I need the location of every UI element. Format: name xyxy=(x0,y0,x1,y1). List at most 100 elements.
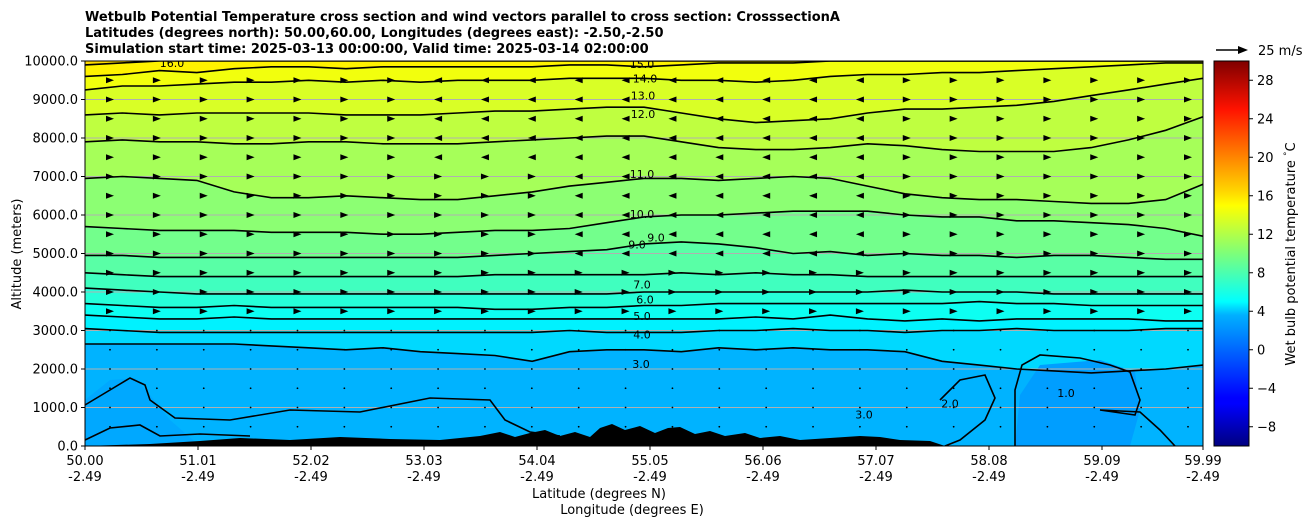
wind-vector xyxy=(484,406,486,409)
colorbar-tick-label: 4 xyxy=(1257,305,1265,320)
wind-vector xyxy=(577,406,580,409)
wind-vector xyxy=(1093,368,1096,370)
x-tick-label-lat: 58.08 xyxy=(970,454,1007,469)
wind-vector xyxy=(106,135,114,141)
wind-vector xyxy=(246,96,255,103)
wind-vector xyxy=(996,269,1005,276)
wind-vector xyxy=(809,154,818,161)
wind-vector xyxy=(902,115,911,122)
wind-vector xyxy=(527,212,536,218)
wind-vector xyxy=(246,173,255,180)
wind-vector xyxy=(996,250,1005,257)
wind-vector xyxy=(199,173,208,180)
wind-vector xyxy=(199,115,208,122)
wind-vector xyxy=(902,269,911,276)
wind-vector xyxy=(668,308,677,315)
wind-vector xyxy=(293,212,302,218)
wind-vector xyxy=(621,192,630,199)
wind-vector xyxy=(480,173,489,180)
wind-vector xyxy=(624,329,627,332)
wind-vector xyxy=(715,135,724,141)
wind-vector xyxy=(340,173,349,180)
colorbar-tick-label: 0 xyxy=(1257,343,1265,358)
wind-vector xyxy=(859,368,861,370)
x-tick-label-lon: -2.49 xyxy=(181,470,215,485)
wind-vector xyxy=(296,425,299,428)
y-axis: 0.0 1000.0 2000.0 3000.0 4000.0 5000.0 6000.0 7… xyxy=(24,55,85,455)
wind-vector xyxy=(1137,250,1146,257)
wind-vector xyxy=(1137,173,1146,180)
wind-vector xyxy=(1046,368,1049,370)
contour-line xyxy=(1014,354,1176,446)
contour-label: 1.0 xyxy=(1057,387,1075,400)
wind-vector xyxy=(671,425,674,428)
wind-vector xyxy=(855,212,864,218)
wind-vector xyxy=(902,154,911,161)
wind-vector xyxy=(1043,135,1052,141)
wind-vector xyxy=(855,135,864,141)
wind-vector xyxy=(340,250,349,257)
y-tick-label: 3000.0 xyxy=(33,324,79,339)
wind-vector xyxy=(390,406,393,409)
wind-vector xyxy=(199,192,208,199)
y-tick-label: 8000.0 xyxy=(33,132,79,147)
terrain-silhouette xyxy=(85,424,945,446)
wind-vector xyxy=(1090,115,1099,122)
contour-label: 3.0 xyxy=(632,358,650,371)
x-tick-label-lon: -2.49 xyxy=(972,470,1006,485)
wind-vector xyxy=(1043,231,1052,238)
wind-vector xyxy=(809,231,818,238)
wind-vector xyxy=(574,308,583,315)
wind-vector xyxy=(434,135,443,141)
wind-vector xyxy=(152,154,161,161)
wind-vector xyxy=(718,387,721,390)
wind-vector xyxy=(152,135,161,141)
colorbar-tick-label: 28 xyxy=(1257,74,1274,89)
wind-vector xyxy=(1090,135,1099,141)
wind-vector xyxy=(530,368,533,370)
wind-vector xyxy=(902,77,911,84)
contour-label: 16.0 xyxy=(160,57,185,70)
wind-vector xyxy=(1137,212,1146,218)
filled-band xyxy=(85,272,1203,294)
wind-vector xyxy=(624,368,627,370)
wind-vector xyxy=(434,192,443,199)
wind-vector xyxy=(480,135,489,141)
wind-vector xyxy=(1043,308,1052,315)
filled-band xyxy=(85,116,1203,204)
wind-vector xyxy=(530,329,533,332)
wind-vector xyxy=(109,368,111,370)
x-tick-label-lon: -2.49 xyxy=(859,470,893,485)
wind-vector xyxy=(1043,77,1052,84)
wind-vector xyxy=(668,135,677,141)
wind-vector xyxy=(949,77,958,84)
y-tick-label: 9000.0 xyxy=(33,93,79,108)
plot-area: 15.014.0 13.0 12.0 11.0 10.0 9.09.0 7.06.0 5.0 4… xyxy=(85,57,1203,446)
wind-vector xyxy=(902,135,911,141)
x-tick-label-lon: -2.49 xyxy=(746,470,780,485)
wind-vector xyxy=(484,368,486,370)
wind-vector xyxy=(902,308,911,315)
wind-vector xyxy=(1093,348,1096,351)
x-axis-label-latitude: Latitude (degrees N) xyxy=(532,487,666,502)
wind-vector xyxy=(527,231,536,238)
wind-vector xyxy=(1187,348,1189,351)
wind-vector xyxy=(152,231,161,238)
colorbar-tick-label: 16 xyxy=(1257,189,1274,204)
wind-vector xyxy=(1137,231,1146,238)
wind-vector xyxy=(1043,192,1052,199)
wind-vector xyxy=(671,368,674,370)
colorbar: 28 24 20 16 12 8 4 0 −4 −8 Wet bulb potential tem… xyxy=(1213,60,1299,447)
wind-vector xyxy=(1046,406,1049,409)
wind-vector xyxy=(905,387,908,390)
wind-vector xyxy=(718,348,721,351)
contour-label: 4.0 xyxy=(633,328,651,341)
wind-vector xyxy=(202,348,205,351)
x-axis-label-longitude: Longitude (degrees E) xyxy=(560,503,704,518)
wind-vector xyxy=(484,329,486,332)
filled-band xyxy=(85,301,1203,321)
x-tick-label-lon: -2.49 xyxy=(1186,470,1220,485)
wind-vector xyxy=(1043,154,1052,161)
quiver-key-label: 25 m/s xyxy=(1258,44,1303,59)
wind-vector xyxy=(106,231,114,238)
